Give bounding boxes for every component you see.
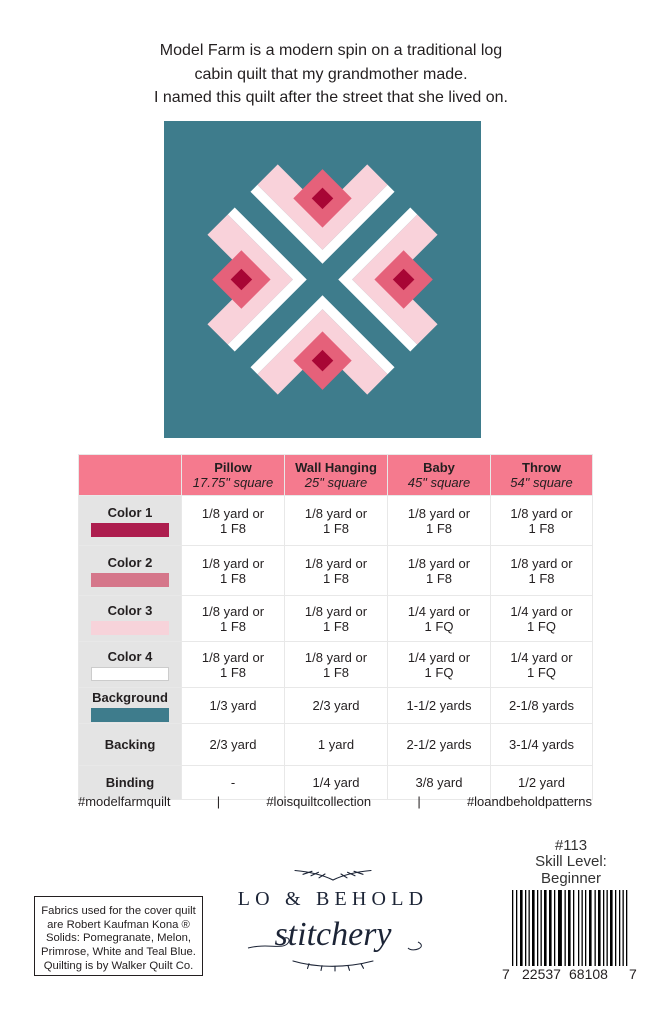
svg-text:7: 7 <box>629 966 637 982</box>
svg-text:LO & BEHOLD: LO & BEHOLD <box>238 888 429 910</box>
svg-text:stitchery: stitchery <box>274 916 392 953</box>
svg-text:7: 7 <box>502 966 510 982</box>
svg-text:68108: 68108 <box>569 966 608 982</box>
svg-text:22537: 22537 <box>522 966 561 982</box>
